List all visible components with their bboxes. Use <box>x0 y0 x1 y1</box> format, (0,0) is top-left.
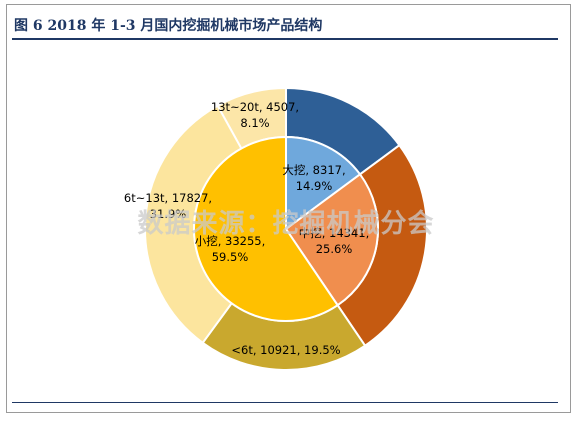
data-labels: 13t~20t, 4507, 8.1% <6t, 10921, 19.5% 6t~13… <box>124 100 369 357</box>
title-divider <box>12 38 558 40</box>
inner-ring <box>193 135 379 322</box>
inner-slice-small <box>193 135 339 322</box>
inner-label-small: 小挖, 33255, 59.5% <box>195 234 266 264</box>
chart-title: 图 6 2018 年 1-3 月国内挖掘机械市场产品结构 <box>14 18 323 34</box>
outer-label-under-6t: <6t, 10921, 19.5% <box>231 343 340 357</box>
outer-label-6t-13t: 6t~13t, 17827, 31.9% <box>124 191 212 221</box>
outer-label-13t-20t: 13t~20t, 4507, 8.1% <box>211 100 299 130</box>
inner-slice-medium <box>284 172 379 307</box>
watermark: 数据来源：挖掘机械分会 <box>137 208 434 239</box>
bottom-divider <box>12 402 558 403</box>
inner-label-medium: 中挖, 14341, 25.6% <box>299 226 370 256</box>
inner-label-large: 大挖, 8317, 14.9% <box>282 163 345 193</box>
inner-slice-large <box>285 135 362 231</box>
